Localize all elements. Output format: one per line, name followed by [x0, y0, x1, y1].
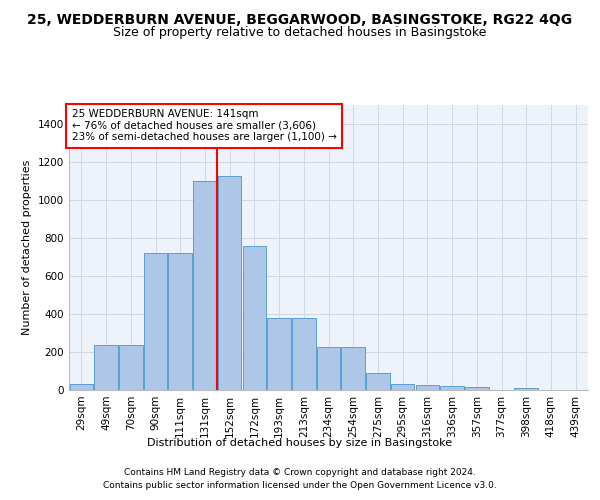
Text: Distribution of detached houses by size in Basingstoke: Distribution of detached houses by size …: [148, 438, 452, 448]
Text: Contains HM Land Registry data © Crown copyright and database right 2024.: Contains HM Land Registry data © Crown c…: [124, 468, 476, 477]
Bar: [317, 347, 340, 390]
Bar: [193, 181, 217, 390]
Bar: [416, 385, 439, 390]
Bar: [218, 176, 241, 390]
Text: Contains public sector information licensed under the Open Government Licence v3: Contains public sector information licen…: [103, 480, 497, 490]
Bar: [465, 387, 488, 390]
Y-axis label: Number of detached properties: Number of detached properties: [22, 160, 32, 335]
Bar: [169, 253, 192, 390]
Text: 25 WEDDERBURN AVENUE: 141sqm
← 76% of detached houses are smaller (3,606)
23% of: 25 WEDDERBURN AVENUE: 141sqm ← 76% of de…: [71, 110, 337, 142]
Bar: [391, 384, 415, 390]
Bar: [514, 388, 538, 390]
Bar: [341, 347, 365, 390]
Bar: [144, 253, 167, 390]
Text: Size of property relative to detached houses in Basingstoke: Size of property relative to detached ho…: [113, 26, 487, 39]
Bar: [440, 386, 464, 390]
Bar: [94, 346, 118, 390]
Bar: [242, 246, 266, 390]
Bar: [119, 346, 143, 390]
Bar: [292, 318, 316, 390]
Bar: [268, 318, 291, 390]
Bar: [366, 373, 389, 390]
Text: 25, WEDDERBURN AVENUE, BEGGARWOOD, BASINGSTOKE, RG22 4QG: 25, WEDDERBURN AVENUE, BEGGARWOOD, BASIN…: [28, 12, 572, 26]
Bar: [70, 384, 93, 390]
